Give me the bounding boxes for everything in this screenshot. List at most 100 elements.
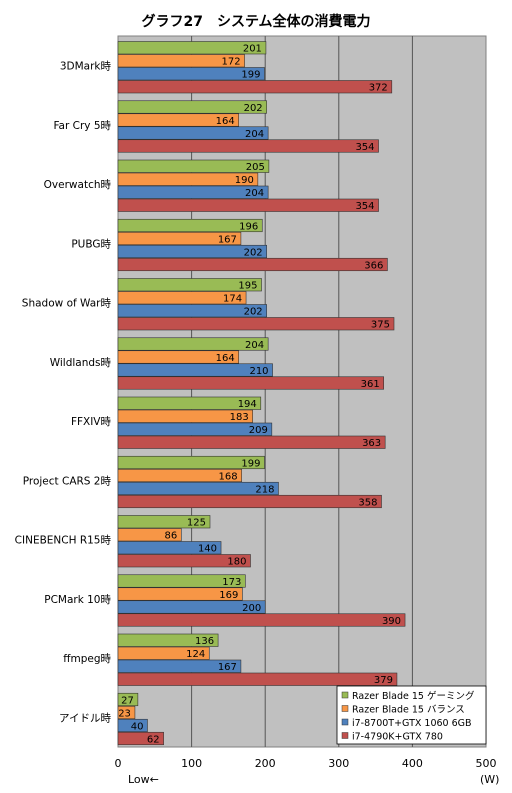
legend-label: Razer Blade 15 バランス xyxy=(352,705,465,716)
x-tick-label: 400 xyxy=(402,757,423,770)
bar xyxy=(117,646,210,660)
value-label: 358 xyxy=(358,497,377,508)
x-tick-label: 0 xyxy=(115,757,122,770)
bar xyxy=(117,455,265,470)
value-label: 140 xyxy=(198,544,217,555)
bar xyxy=(117,291,247,305)
value-label: 164 xyxy=(216,116,235,127)
legend-swatch xyxy=(341,691,349,699)
value-label: 172 xyxy=(221,57,240,68)
bar xyxy=(117,244,267,259)
bar xyxy=(117,528,182,542)
bar xyxy=(117,198,379,212)
value-label: 366 xyxy=(364,260,383,271)
value-label: 40 xyxy=(131,721,144,732)
x-tick-labels: 0 100 200 300 400 500 xyxy=(115,757,497,770)
category-labels: 3DMark時 Far Cry 5時 Overwatch時 PUBG時 Shadow o… xyxy=(15,61,112,725)
bar xyxy=(117,409,253,423)
bar xyxy=(117,350,240,364)
bar xyxy=(117,41,267,55)
bar xyxy=(117,218,263,233)
legend-swatch xyxy=(341,732,349,739)
bar xyxy=(117,422,273,436)
category-label: Project CARS 2時 xyxy=(23,475,112,487)
value-label: 354 xyxy=(355,201,374,212)
legend-label: Razer Blade 15 ゲーミング xyxy=(352,690,475,702)
value-label: 199 xyxy=(241,458,260,469)
value-label: 202 xyxy=(244,247,263,258)
legend: Razer Blade 15 ゲーミング Razer Blade 15 バランス i… xyxy=(336,685,487,745)
value-label: 361 xyxy=(361,379,380,390)
value-label: 124 xyxy=(186,649,205,660)
value-label: 210 xyxy=(249,366,268,377)
bar xyxy=(117,574,246,588)
value-label: 167 xyxy=(218,234,237,245)
bar xyxy=(117,376,384,390)
value-label: 190 xyxy=(235,175,254,186)
category-label: PUBG時 xyxy=(71,238,111,250)
gridlines xyxy=(191,36,413,747)
value-label: 375 xyxy=(371,320,390,331)
value-label: 183 xyxy=(230,412,249,423)
value-label: 209 xyxy=(249,425,268,436)
bar xyxy=(117,515,211,529)
value-label: 125 xyxy=(187,518,206,529)
legend-label: i7-4790K+GTX 780 xyxy=(352,732,443,743)
value-label: 200 xyxy=(242,603,261,614)
bar xyxy=(117,126,269,140)
value-label: 204 xyxy=(245,129,264,140)
bar xyxy=(117,257,388,272)
bar xyxy=(117,231,242,246)
bar xyxy=(117,718,148,733)
bar xyxy=(117,100,267,114)
category-label: CINEBENCH R15時 xyxy=(15,535,112,547)
value-label: 167 xyxy=(218,662,237,673)
value-label: 173 xyxy=(222,577,241,588)
value-label: 199 xyxy=(241,70,260,81)
value-label: 204 xyxy=(245,188,264,199)
value-label: 205 xyxy=(246,162,265,173)
bar xyxy=(117,554,251,568)
value-label: 204 xyxy=(245,340,264,351)
value-label: 174 xyxy=(223,294,242,305)
bar xyxy=(117,54,245,68)
category-label: Far Cry 5時 xyxy=(53,120,111,132)
bar xyxy=(117,67,265,81)
bar xyxy=(117,113,240,127)
bar xyxy=(117,363,273,377)
value-label: 202 xyxy=(244,307,263,318)
bar xyxy=(117,481,279,496)
bars: 2011721993722021642043542051902043541961… xyxy=(117,41,406,745)
value-label: 27 xyxy=(121,695,134,706)
value-label: 363 xyxy=(362,438,381,449)
value-label: 136 xyxy=(195,636,214,647)
category-label: FFXIV時 xyxy=(71,416,112,428)
bar xyxy=(117,139,379,153)
legend-swatch xyxy=(341,705,349,712)
plot-area xyxy=(117,35,487,748)
x-tick-label: 500 xyxy=(476,757,497,770)
bar xyxy=(117,337,269,351)
value-label: 86 xyxy=(165,531,178,542)
bar xyxy=(117,613,406,627)
value-label: 202 xyxy=(244,103,263,114)
category-label: Wildlands時 xyxy=(50,357,112,369)
category-label: アイドル時 xyxy=(59,712,111,724)
category-label: 3DMark時 xyxy=(60,61,112,73)
x-tick-label: 300 xyxy=(328,757,349,770)
bar xyxy=(117,600,266,614)
bar xyxy=(117,159,270,173)
category-label: ffmpeg時 xyxy=(63,653,111,665)
category-label: Overwatch時 xyxy=(44,179,112,191)
category-label: Shadow of War時 xyxy=(22,298,112,310)
value-label: 218 xyxy=(255,484,274,495)
bar xyxy=(117,541,222,555)
value-label: 354 xyxy=(355,142,374,153)
value-label: 168 xyxy=(219,471,238,482)
legend-swatch xyxy=(341,718,349,726)
bar xyxy=(117,396,262,410)
bar xyxy=(117,633,219,647)
legend-label: i7-8700T+GTX 1060 6GB xyxy=(352,718,472,729)
value-label: 169 xyxy=(219,590,238,601)
